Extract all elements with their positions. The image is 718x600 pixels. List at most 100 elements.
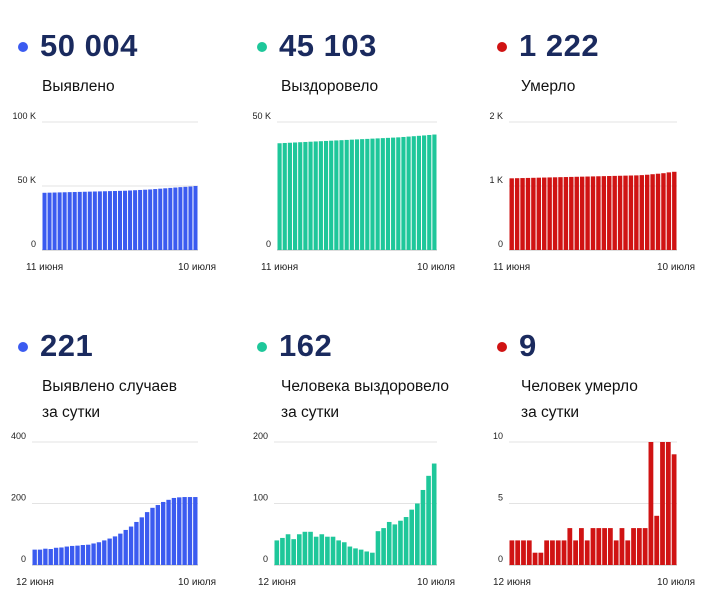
bar xyxy=(354,139,360,250)
bar xyxy=(336,540,341,565)
x-tick-label-start: 11 июня xyxy=(26,262,63,273)
bar xyxy=(123,190,128,250)
x-tick-label-end: 10 июля xyxy=(417,262,455,273)
stat-label: Умерло xyxy=(521,74,575,100)
bar xyxy=(550,540,555,565)
bar xyxy=(602,528,607,565)
bar xyxy=(396,137,401,250)
stat-value: 162 xyxy=(279,328,333,363)
bar xyxy=(617,175,623,250)
bar xyxy=(411,136,416,250)
bar xyxy=(349,139,354,250)
bar xyxy=(144,512,150,565)
bar xyxy=(118,533,123,565)
bar xyxy=(158,188,163,250)
bar xyxy=(292,142,298,250)
bar xyxy=(625,540,631,565)
x-tick-label-end: 10 июля xyxy=(657,262,695,273)
legend-dot-icon xyxy=(257,42,267,52)
bar xyxy=(171,497,177,565)
bar xyxy=(561,540,567,565)
x-tick-label-end: 10 июля xyxy=(178,262,216,273)
bar xyxy=(612,175,617,250)
bar xyxy=(42,192,47,250)
bar xyxy=(303,141,308,250)
bar xyxy=(558,177,563,250)
bar xyxy=(43,548,48,565)
bar xyxy=(47,192,52,250)
bar xyxy=(360,139,365,250)
y-tick-label: 1 K xyxy=(489,175,503,185)
bar xyxy=(406,136,411,250)
bar xyxy=(365,138,370,250)
bar xyxy=(318,141,323,250)
bar xyxy=(370,138,375,250)
bar xyxy=(97,191,102,250)
bar xyxy=(521,540,526,565)
bar xyxy=(555,540,561,565)
bar-chart: 0 100 200 12 июня 10 июля xyxy=(253,431,455,588)
bar xyxy=(644,174,650,250)
bar xyxy=(538,552,544,565)
y-tick-label: 0 xyxy=(498,239,503,249)
stat-header: 162 xyxy=(257,328,332,364)
stat-label: Выявлено случаев за сутки xyxy=(42,374,177,426)
y-tick-label: 400 xyxy=(11,431,26,441)
bar xyxy=(187,497,193,565)
bar xyxy=(628,175,634,250)
x-tick-label-start: 12 июня xyxy=(258,577,296,588)
legend-dot-icon xyxy=(497,42,507,52)
bar xyxy=(567,528,573,565)
bar xyxy=(62,192,67,250)
y-tick-label: 50 K xyxy=(252,111,271,121)
bar xyxy=(148,189,153,250)
bar xyxy=(168,187,173,250)
bar xyxy=(672,171,677,250)
x-tick-label-start: 11 июня xyxy=(261,262,298,273)
y-tick-label: 200 xyxy=(253,431,268,441)
bar xyxy=(138,189,143,250)
bar xyxy=(665,442,671,565)
bar xyxy=(91,543,96,565)
y-tick-label: 50 K xyxy=(17,175,36,185)
bar xyxy=(67,192,72,250)
bar xyxy=(287,142,292,250)
legend-dot-icon xyxy=(18,42,28,52)
bar xyxy=(64,546,69,565)
bar xyxy=(313,536,319,565)
bar xyxy=(613,540,619,565)
stat-label: Выявлено xyxy=(42,74,115,100)
bar xyxy=(193,497,198,565)
stat-label-line: Выявлено xyxy=(42,78,115,95)
bar xyxy=(579,528,584,565)
legend-dot-icon xyxy=(257,342,267,352)
bar xyxy=(515,540,521,565)
bar xyxy=(325,536,330,565)
x-tick-label-start: 12 июня xyxy=(493,577,531,588)
bar xyxy=(150,507,155,565)
stat-label-line: за сутки xyxy=(42,404,101,421)
bar xyxy=(427,134,432,250)
bar xyxy=(133,190,138,250)
y-tick-label: 200 xyxy=(11,493,26,503)
bar xyxy=(139,517,144,565)
bar xyxy=(308,141,313,250)
bar xyxy=(426,475,431,565)
stat-label-line: Выздоровело xyxy=(281,78,379,95)
stat-value: 1 222 xyxy=(519,28,600,63)
bar xyxy=(330,536,336,565)
bar xyxy=(323,140,329,250)
stat-value: 9 xyxy=(519,328,537,363)
bar xyxy=(72,192,77,250)
bar xyxy=(375,138,380,250)
bar xyxy=(112,190,117,250)
bar xyxy=(375,531,381,565)
bar xyxy=(392,524,398,565)
x-tick-label-start: 11 июня xyxy=(493,262,530,273)
bar xyxy=(514,178,520,250)
bar xyxy=(296,534,302,565)
bar xyxy=(32,549,37,566)
bar xyxy=(569,176,574,250)
legend-dot-icon xyxy=(497,342,507,352)
bar-chart: 0 1 K 2 K 11 июня 10 июля xyxy=(489,111,695,273)
